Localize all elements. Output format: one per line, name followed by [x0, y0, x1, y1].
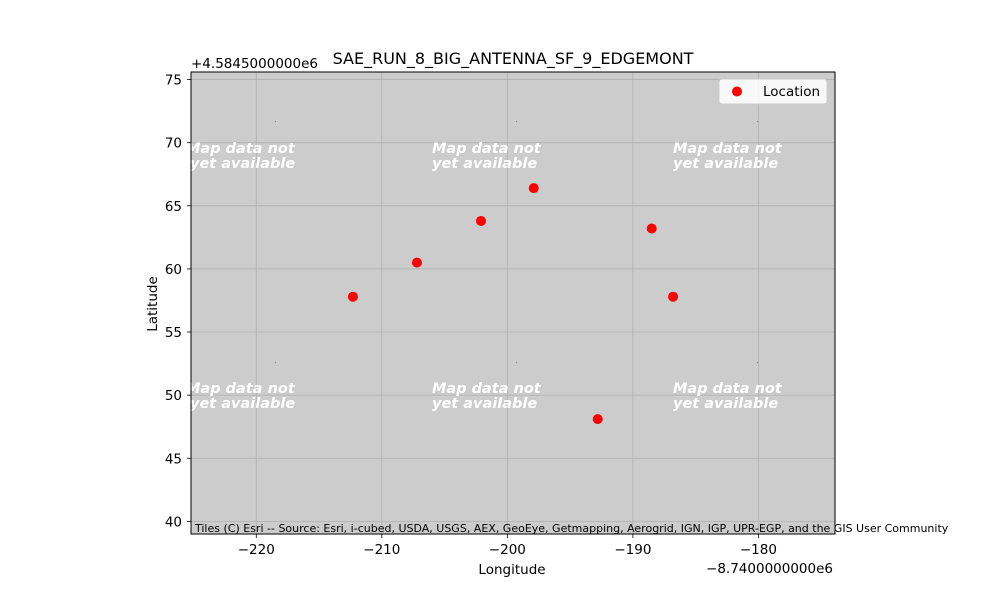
x-tick-label: −210	[363, 542, 400, 558]
location-point	[528, 183, 539, 194]
y-offset-label: +4.5845000000e6	[191, 56, 318, 72]
y-axis-label: Latitude	[145, 276, 161, 332]
y-tick-label: 50	[165, 388, 182, 404]
y-tick-label: 55	[165, 325, 182, 341]
attribution-text: Tiles (C) Esri -- Source: Esri, i-cubed,…	[194, 522, 949, 535]
location-point	[347, 291, 358, 302]
tile-labels: Map data not yet available Map data not …	[186, 141, 783, 412]
y-tick-label: 45	[165, 451, 182, 467]
x-axis-label: Longitude	[478, 562, 545, 578]
tile-text: yet available	[673, 396, 778, 412]
y-tick-label: 75	[165, 73, 182, 89]
tile-text: Map data not	[186, 141, 296, 157]
y-axis-ticks: 40 45 50 55 60 65 70 75	[165, 73, 191, 530]
location-point	[411, 257, 422, 268]
x-axis-ticks: −220 −210 −200 −190 −180	[238, 534, 777, 558]
location-point	[592, 414, 603, 425]
tile-dot	[757, 121, 758, 122]
y-tick-label: 60	[165, 262, 182, 278]
legend-box	[718, 78, 828, 105]
tile-text: yet available	[432, 156, 537, 172]
tile-dot	[516, 362, 517, 363]
y-tick-label: 70	[165, 136, 182, 152]
tile-text: yet available	[190, 156, 295, 172]
tile-text: Map data not	[673, 141, 783, 157]
y-tick-label: 40	[165, 514, 182, 530]
tile-text: Map data not	[432, 381, 542, 397]
tile-dots	[275, 121, 758, 363]
y-tick-label: 65	[165, 199, 182, 215]
grid	[191, 72, 835, 534]
scatter-series	[347, 183, 679, 425]
axes-frame	[190, 71, 836, 535]
x-offset-label: −8.7400000000e6	[706, 561, 833, 577]
legend-marker	[732, 86, 742, 97]
location-point	[668, 291, 679, 302]
location-point	[646, 223, 657, 234]
tile-dot	[516, 121, 517, 122]
tile-text: Map data not	[673, 381, 783, 397]
x-tick-label: −200	[489, 542, 526, 558]
chart-title: SAE_RUN_8_BIG_ANTENNA_SF_9_EDGEMONT	[333, 49, 694, 69]
tile-text: yet available	[190, 396, 295, 412]
x-tick-label: −180	[740, 542, 777, 558]
x-tick-label: −190	[614, 542, 651, 558]
tile-dot	[757, 362, 758, 363]
tile-text: yet available	[432, 396, 537, 412]
tile-text: Map data not	[186, 381, 296, 397]
tile-text: yet available	[673, 156, 778, 172]
tile-text: Map data not	[432, 141, 542, 157]
legend: Location	[718, 78, 828, 105]
x-tick-label: −220	[238, 542, 275, 558]
map-background	[191, 72, 835, 534]
legend-label: Location	[763, 84, 820, 100]
location-point	[475, 215, 486, 226]
tile-dot	[275, 362, 276, 363]
tile-dot	[275, 121, 276, 122]
